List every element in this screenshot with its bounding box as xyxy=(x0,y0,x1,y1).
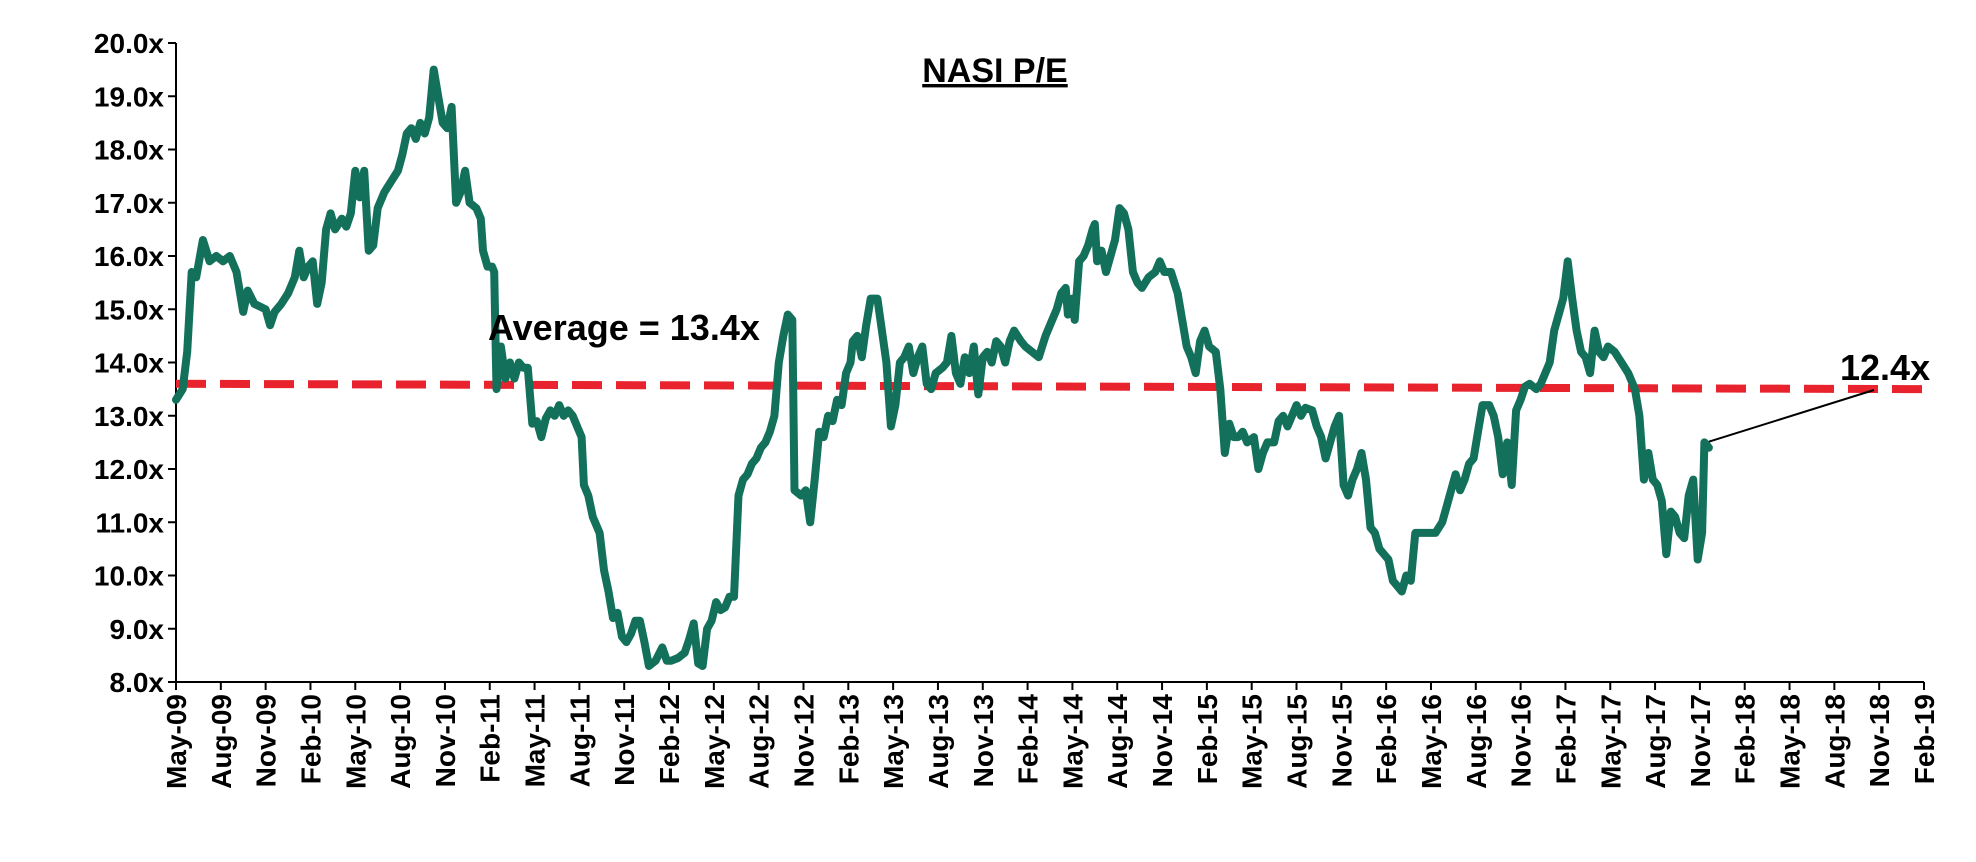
y-tick-label: 16.0x xyxy=(94,241,164,272)
x-tick-label: Nov-18 xyxy=(1864,694,1895,787)
x-tick-label: Feb-12 xyxy=(654,694,685,784)
x-tick-label: Feb-14 xyxy=(1013,694,1044,785)
x-tick-label: Aug-10 xyxy=(385,694,416,789)
x-tick-label: May-11 xyxy=(520,694,551,787)
x-tick-label: Nov-16 xyxy=(1506,694,1537,787)
y-tick-label: 18.0x xyxy=(94,135,164,166)
y-tick-label: 8.0x xyxy=(110,667,165,698)
y-tick-label: 19.0x xyxy=(94,81,164,112)
x-tick-label: Feb-15 xyxy=(1192,694,1223,784)
x-tick-label: Feb-10 xyxy=(295,694,326,784)
series-line-nasi-pe xyxy=(172,65,1713,670)
x-tick-label: Nov-15 xyxy=(1326,694,1357,787)
x-tick-label: Aug-12 xyxy=(744,694,775,789)
x-tick-label: Aug-11 xyxy=(564,694,595,787)
x-tick-label: May-13 xyxy=(878,694,909,789)
y-tick-label: 14.0x xyxy=(94,348,164,379)
x-tick-label: May-18 xyxy=(1775,694,1806,789)
x-tick-label: May-17 xyxy=(1595,694,1626,789)
x-tick-label: Nov-11 xyxy=(609,694,640,786)
x-tick-label: Feb-16 xyxy=(1371,694,1402,784)
x-tick-label: Aug-17 xyxy=(1640,694,1671,789)
x-tick-label: May-16 xyxy=(1416,694,1447,789)
x-tick-label: Feb-17 xyxy=(1550,694,1581,784)
y-tick-label: 13.0x xyxy=(94,401,164,432)
y-tick-label: 12.0x xyxy=(94,454,164,485)
x-tick-label: Aug-16 xyxy=(1461,694,1492,789)
y-tick-label: 17.0x xyxy=(94,188,164,219)
x-tick-label: May-14 xyxy=(1057,694,1088,789)
x-tick-label: Feb-18 xyxy=(1730,694,1761,784)
y-tick-label: 11.0x xyxy=(95,507,164,538)
y-tick-label: 9.0x xyxy=(110,614,165,645)
x-tick-label: May-09 xyxy=(161,694,192,789)
x-tick-label: Nov-10 xyxy=(430,694,461,787)
x-tick-label: Aug-09 xyxy=(206,694,237,789)
x-tick-label: Nov-09 xyxy=(251,694,282,787)
average-label: Average = 13.4x xyxy=(488,307,760,348)
x-tick-label: May-15 xyxy=(1237,694,1268,789)
x-tick-label: Aug-13 xyxy=(923,694,954,789)
y-tick-label: 15.0x xyxy=(94,294,164,325)
end-value-label: 12.4x xyxy=(1840,347,1930,388)
end-label-leader-line xyxy=(1708,389,1875,443)
x-tick-label: Feb-19 xyxy=(1909,694,1940,784)
y-axis: 8.0x 9.0x 10.0x 11.0x 12.0x 13.0x 14.0x 15.0x 16… xyxy=(94,28,177,698)
y-tick-label: 20.0x xyxy=(94,28,164,59)
x-tick-label: Aug-15 xyxy=(1282,694,1313,789)
x-tick-label: Feb-11 xyxy=(475,694,506,783)
average-line xyxy=(175,379,1925,394)
x-tick-label: Nov-13 xyxy=(968,694,999,787)
x-tick-label: May-12 xyxy=(699,694,730,789)
y-tick-label: 10.0x xyxy=(94,561,164,592)
chart-title: NASI P/E xyxy=(922,52,1067,90)
x-tick-label: Nov-17 xyxy=(1685,694,1716,787)
x-tick-label: Feb-13 xyxy=(833,694,864,784)
x-tick-label: Aug-14 xyxy=(1102,694,1133,789)
x-tick-label: Nov-12 xyxy=(788,694,819,787)
x-axis: May-09 Aug-09 Nov-09 Feb-10 May-10 Aug-10 Nov-… xyxy=(161,681,1940,789)
x-tick-label: Nov-14 xyxy=(1147,694,1178,788)
x-tick-label: May-10 xyxy=(340,694,371,789)
x-tick-label: Aug-18 xyxy=(1819,694,1850,789)
